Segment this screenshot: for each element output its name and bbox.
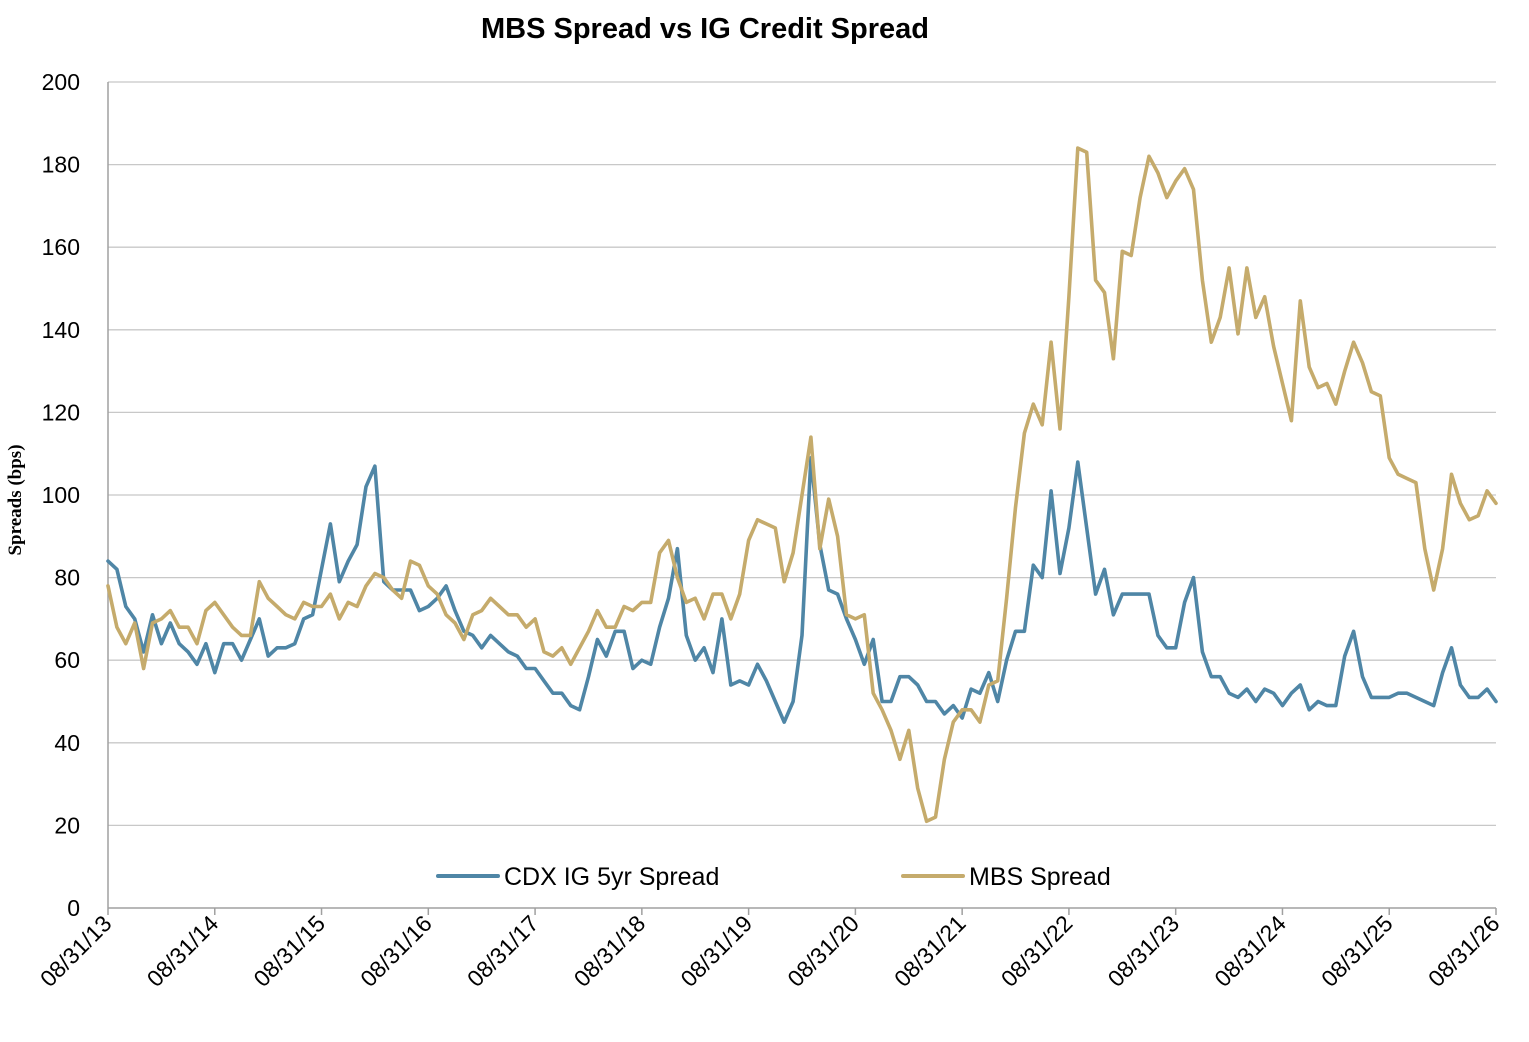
series-line-cdx-ig (106, 455, 1498, 724)
y-tick-label: 160 (42, 234, 80, 260)
x-tick-label: 08/31/19 (675, 910, 757, 992)
x-tick-label: 08/31/25 (1316, 910, 1398, 992)
x-tick-labels: 08/31/13 08/31/14 08/31/15 08/31/16 08/31/17… (35, 908, 1505, 992)
y-tick-label: 140 (42, 317, 80, 343)
x-tick-label: 08/31/13 (35, 910, 117, 992)
x-tick-label: 08/31/14 (142, 910, 224, 992)
y-tick-label: 0 (67, 895, 80, 921)
y-tick-label: 40 (54, 730, 80, 756)
y-tick-label: 60 (54, 647, 80, 673)
chart-title: MBS Spread vs IG Credit Spread (481, 13, 929, 45)
y-tick-label: 20 (54, 812, 80, 838)
x-tick-label: 08/31/26 (1423, 910, 1505, 992)
series-lines (106, 146, 1498, 824)
series-line-mbs (106, 146, 1498, 824)
x-tick-label: 08/31/21 (889, 910, 971, 992)
x-tick-label: 08/31/23 (1103, 910, 1185, 992)
y-axis-label: Spreads (bps) (5, 444, 26, 555)
y-tick-label: 200 (42, 69, 80, 95)
x-tick-label: 08/31/15 (248, 910, 330, 992)
x-tick-label: 08/31/18 (569, 910, 651, 992)
y-tick-label: 100 (42, 482, 80, 508)
x-tick-label: 08/31/24 (1209, 910, 1291, 992)
y-tick-label: 120 (42, 399, 80, 425)
y-tick-label: 180 (42, 152, 80, 178)
x-tick-label: 08/31/20 (782, 910, 864, 992)
x-tick-label: 08/31/16 (355, 910, 437, 992)
y-tick-label: 80 (54, 565, 80, 591)
x-tick-label: 08/31/17 (462, 910, 544, 992)
legend-label-cdx: CDX IG 5yr Spread (504, 863, 719, 891)
legend: CDX IG 5yr Spread MBS Spread (436, 863, 1111, 891)
legend-label-mbs: MBS Spread (969, 863, 1111, 891)
x-tick-label: 08/31/22 (996, 910, 1078, 992)
y-tick-labels: 0 20 40 60 80 100 120 140 160 180 200 (42, 69, 80, 921)
